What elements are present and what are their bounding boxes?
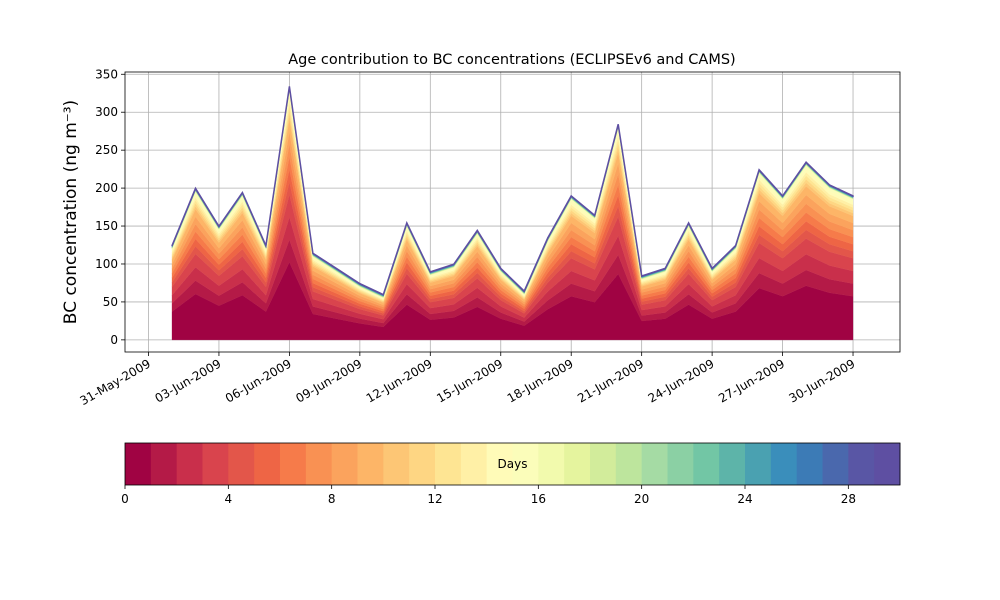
y-tick-label: 350 — [95, 67, 118, 81]
colorbar-bin — [538, 443, 565, 485]
area-layer — [171, 86, 854, 296]
colorbar-bin — [486, 443, 513, 485]
y-axis-label: BC concentration (ng m⁻³) — [61, 100, 81, 324]
colorbar-bin — [280, 443, 307, 485]
colorbar-bin — [615, 443, 643, 485]
colorbar-bin — [564, 443, 591, 485]
colorbar-bin — [409, 443, 436, 485]
colorbar-bin — [228, 443, 255, 485]
colorbar-tick-label: 24 — [737, 492, 752, 506]
colorbar-bin — [719, 443, 746, 485]
colorbar-bin — [822, 443, 849, 485]
colorbar-label: Days — [498, 457, 528, 471]
colorbar-bin — [435, 443, 462, 485]
colorbar-bin — [331, 443, 358, 485]
colorbar-tick-label: 4 — [225, 492, 233, 506]
colorbar-bin — [383, 443, 410, 485]
colorbar-bin — [202, 443, 229, 485]
chart-title: Age contribution to BC concentrations (E… — [288, 52, 735, 68]
colorbar-bin — [693, 443, 720, 485]
colorbar: Days 0 4 8 12 16 20 24 28 — [121, 442, 901, 506]
y-tick-label: 0 — [110, 333, 118, 347]
colorbar-bin — [512, 443, 539, 485]
colorbar-bin — [176, 443, 203, 485]
colorbar-bin — [641, 443, 668, 485]
colorbar-tick-label: 28 — [841, 492, 856, 506]
y-tick-label: 150 — [95, 219, 118, 233]
colorbar-tick-label: 12 — [427, 492, 442, 506]
colorbar-tick-label: 0 — [121, 492, 129, 506]
colorbar-bin — [254, 443, 281, 485]
colorbar-bin — [357, 443, 384, 485]
colorbar-bin — [125, 443, 152, 485]
y-tick-label: 200 — [95, 181, 118, 195]
colorbar-bin — [590, 443, 617, 485]
colorbar-tick-label: 20 — [634, 492, 649, 506]
colorbar-bin — [150, 443, 178, 485]
y-tick-label: 50 — [103, 295, 118, 309]
colorbar-bin — [745, 443, 772, 485]
colorbar-bin — [460, 443, 488, 485]
colorbar-frame — [124, 442, 901, 486]
colorbar-bin — [770, 443, 798, 485]
y-tick-label: 100 — [95, 257, 118, 271]
areas — [171, 86, 854, 341]
colorbar-bin — [305, 443, 333, 485]
colorbar-tick-label: 16 — [531, 492, 546, 506]
plot-frame — [124, 71, 901, 353]
y-tick-label: 250 — [95, 143, 118, 157]
colorbar-bin — [874, 443, 901, 485]
colorbar-bin — [796, 443, 823, 485]
colorbar-tick-label: 8 — [328, 492, 336, 506]
y-tick-label: 300 — [95, 105, 118, 119]
colorbar-bin — [848, 443, 875, 485]
colorbar-bin — [667, 443, 694, 485]
